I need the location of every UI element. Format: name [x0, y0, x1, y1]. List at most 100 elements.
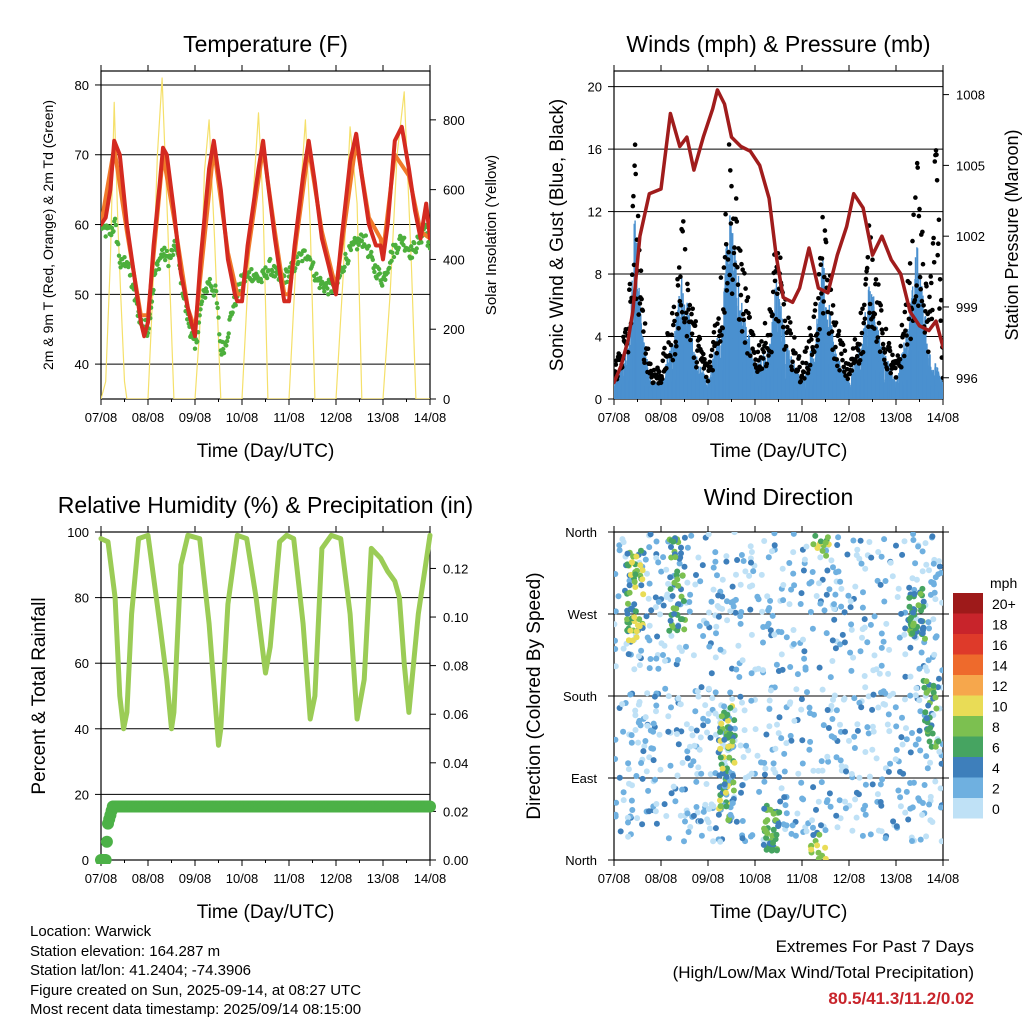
direction-point	[755, 596, 762, 603]
direction-point	[693, 727, 700, 734]
x-tick-label: 14/08	[927, 871, 960, 886]
direction-point	[620, 728, 627, 735]
y2-axis-label: Solar Insolation (Yellow)	[483, 155, 500, 315]
gust-point	[715, 321, 720, 327]
direction-point	[855, 791, 862, 798]
direction-point	[909, 630, 916, 637]
direction-point	[657, 766, 664, 773]
gust-point	[628, 299, 633, 304]
direction-point	[628, 605, 635, 612]
direction-point	[927, 591, 934, 598]
direction-point	[919, 625, 926, 632]
direction-point	[640, 591, 647, 598]
gust-point	[842, 348, 848, 354]
direction-point	[639, 576, 646, 583]
gust-point	[914, 283, 919, 288]
direction-point	[869, 706, 876, 713]
direction-point	[713, 623, 720, 630]
direction-point	[835, 568, 842, 575]
direction-point	[807, 738, 814, 745]
gust-point	[863, 282, 868, 287]
gust-point	[638, 268, 644, 274]
direction-point	[690, 652, 697, 659]
gust-point	[920, 261, 926, 267]
dewpoint-point	[342, 264, 347, 270]
gust-point	[882, 357, 887, 363]
direction-point	[631, 614, 638, 621]
gust-point	[659, 376, 665, 382]
direction-point	[662, 657, 668, 664]
direction-point	[816, 580, 822, 587]
dewpoint-point	[166, 263, 171, 269]
gust-point	[935, 252, 940, 258]
direction-point	[683, 643, 689, 650]
direction-point	[918, 607, 924, 614]
dewpoint-point	[259, 279, 264, 285]
direction-point	[729, 738, 736, 745]
gust-point	[878, 303, 883, 308]
gust-point	[904, 342, 910, 347]
dewpoint-point	[372, 269, 377, 275]
y2-tick-label: 600	[443, 183, 465, 198]
direction-point	[636, 616, 643, 623]
direction-point	[857, 537, 864, 544]
colorbar-swatch	[953, 654, 983, 675]
direction-point	[919, 548, 926, 555]
y-tick-label: 80	[75, 591, 89, 606]
gust-point	[651, 367, 657, 373]
direction-point	[748, 697, 755, 704]
direction-point	[919, 585, 926, 592]
direction-point	[880, 638, 887, 645]
direction-point	[748, 631, 755, 638]
direction-point	[817, 600, 824, 607]
direction-point	[687, 743, 693, 750]
direction-point	[620, 645, 627, 652]
extremes-box: Extremes For Past 7 Days (High/Low/Max W…	[673, 934, 974, 1012]
direction-point	[667, 617, 674, 624]
direction-point	[817, 554, 824, 561]
gust-point	[796, 354, 802, 359]
gust-point	[714, 350, 720, 356]
direction-point	[705, 685, 712, 692]
direction-point	[873, 755, 880, 762]
direction-point	[932, 743, 939, 750]
gust-point	[748, 353, 753, 359]
direction-point	[790, 549, 797, 556]
direction-point	[788, 737, 795, 744]
gust-point	[690, 306, 695, 312]
direction-point	[813, 806, 819, 813]
gust-point	[717, 328, 723, 334]
direction-point	[653, 820, 660, 827]
direction-point	[800, 636, 806, 643]
direction-point	[867, 621, 874, 628]
x-tick-label: 11/08	[786, 871, 818, 886]
gust-point	[876, 282, 881, 287]
direction-point	[642, 714, 649, 721]
direction-point	[719, 765, 726, 772]
gust-point	[746, 310, 751, 316]
direction-point	[678, 544, 684, 551]
dewpoint-point	[224, 338, 230, 344]
y-tick-label: East	[571, 771, 597, 786]
direction-point	[903, 788, 910, 795]
direction-point	[910, 779, 917, 786]
direction-point	[783, 740, 790, 747]
gust-point	[880, 330, 885, 336]
direction-point	[661, 801, 668, 808]
direction-point	[747, 606, 754, 613]
gust-point	[884, 366, 890, 372]
direction-point	[703, 620, 710, 627]
gust-point	[685, 281, 690, 287]
direction-point	[620, 789, 627, 796]
dewpoint-point	[213, 283, 218, 288]
direction-point	[917, 708, 924, 715]
direction-point	[797, 601, 804, 607]
gust-point	[684, 310, 689, 316]
gust-point	[899, 322, 905, 328]
gust-point	[728, 221, 734, 226]
direction-point	[629, 807, 636, 813]
direction-point	[736, 674, 743, 680]
direction-point	[783, 810, 790, 817]
gust-point	[841, 364, 846, 370]
y-tick-label: 0	[82, 853, 89, 868]
